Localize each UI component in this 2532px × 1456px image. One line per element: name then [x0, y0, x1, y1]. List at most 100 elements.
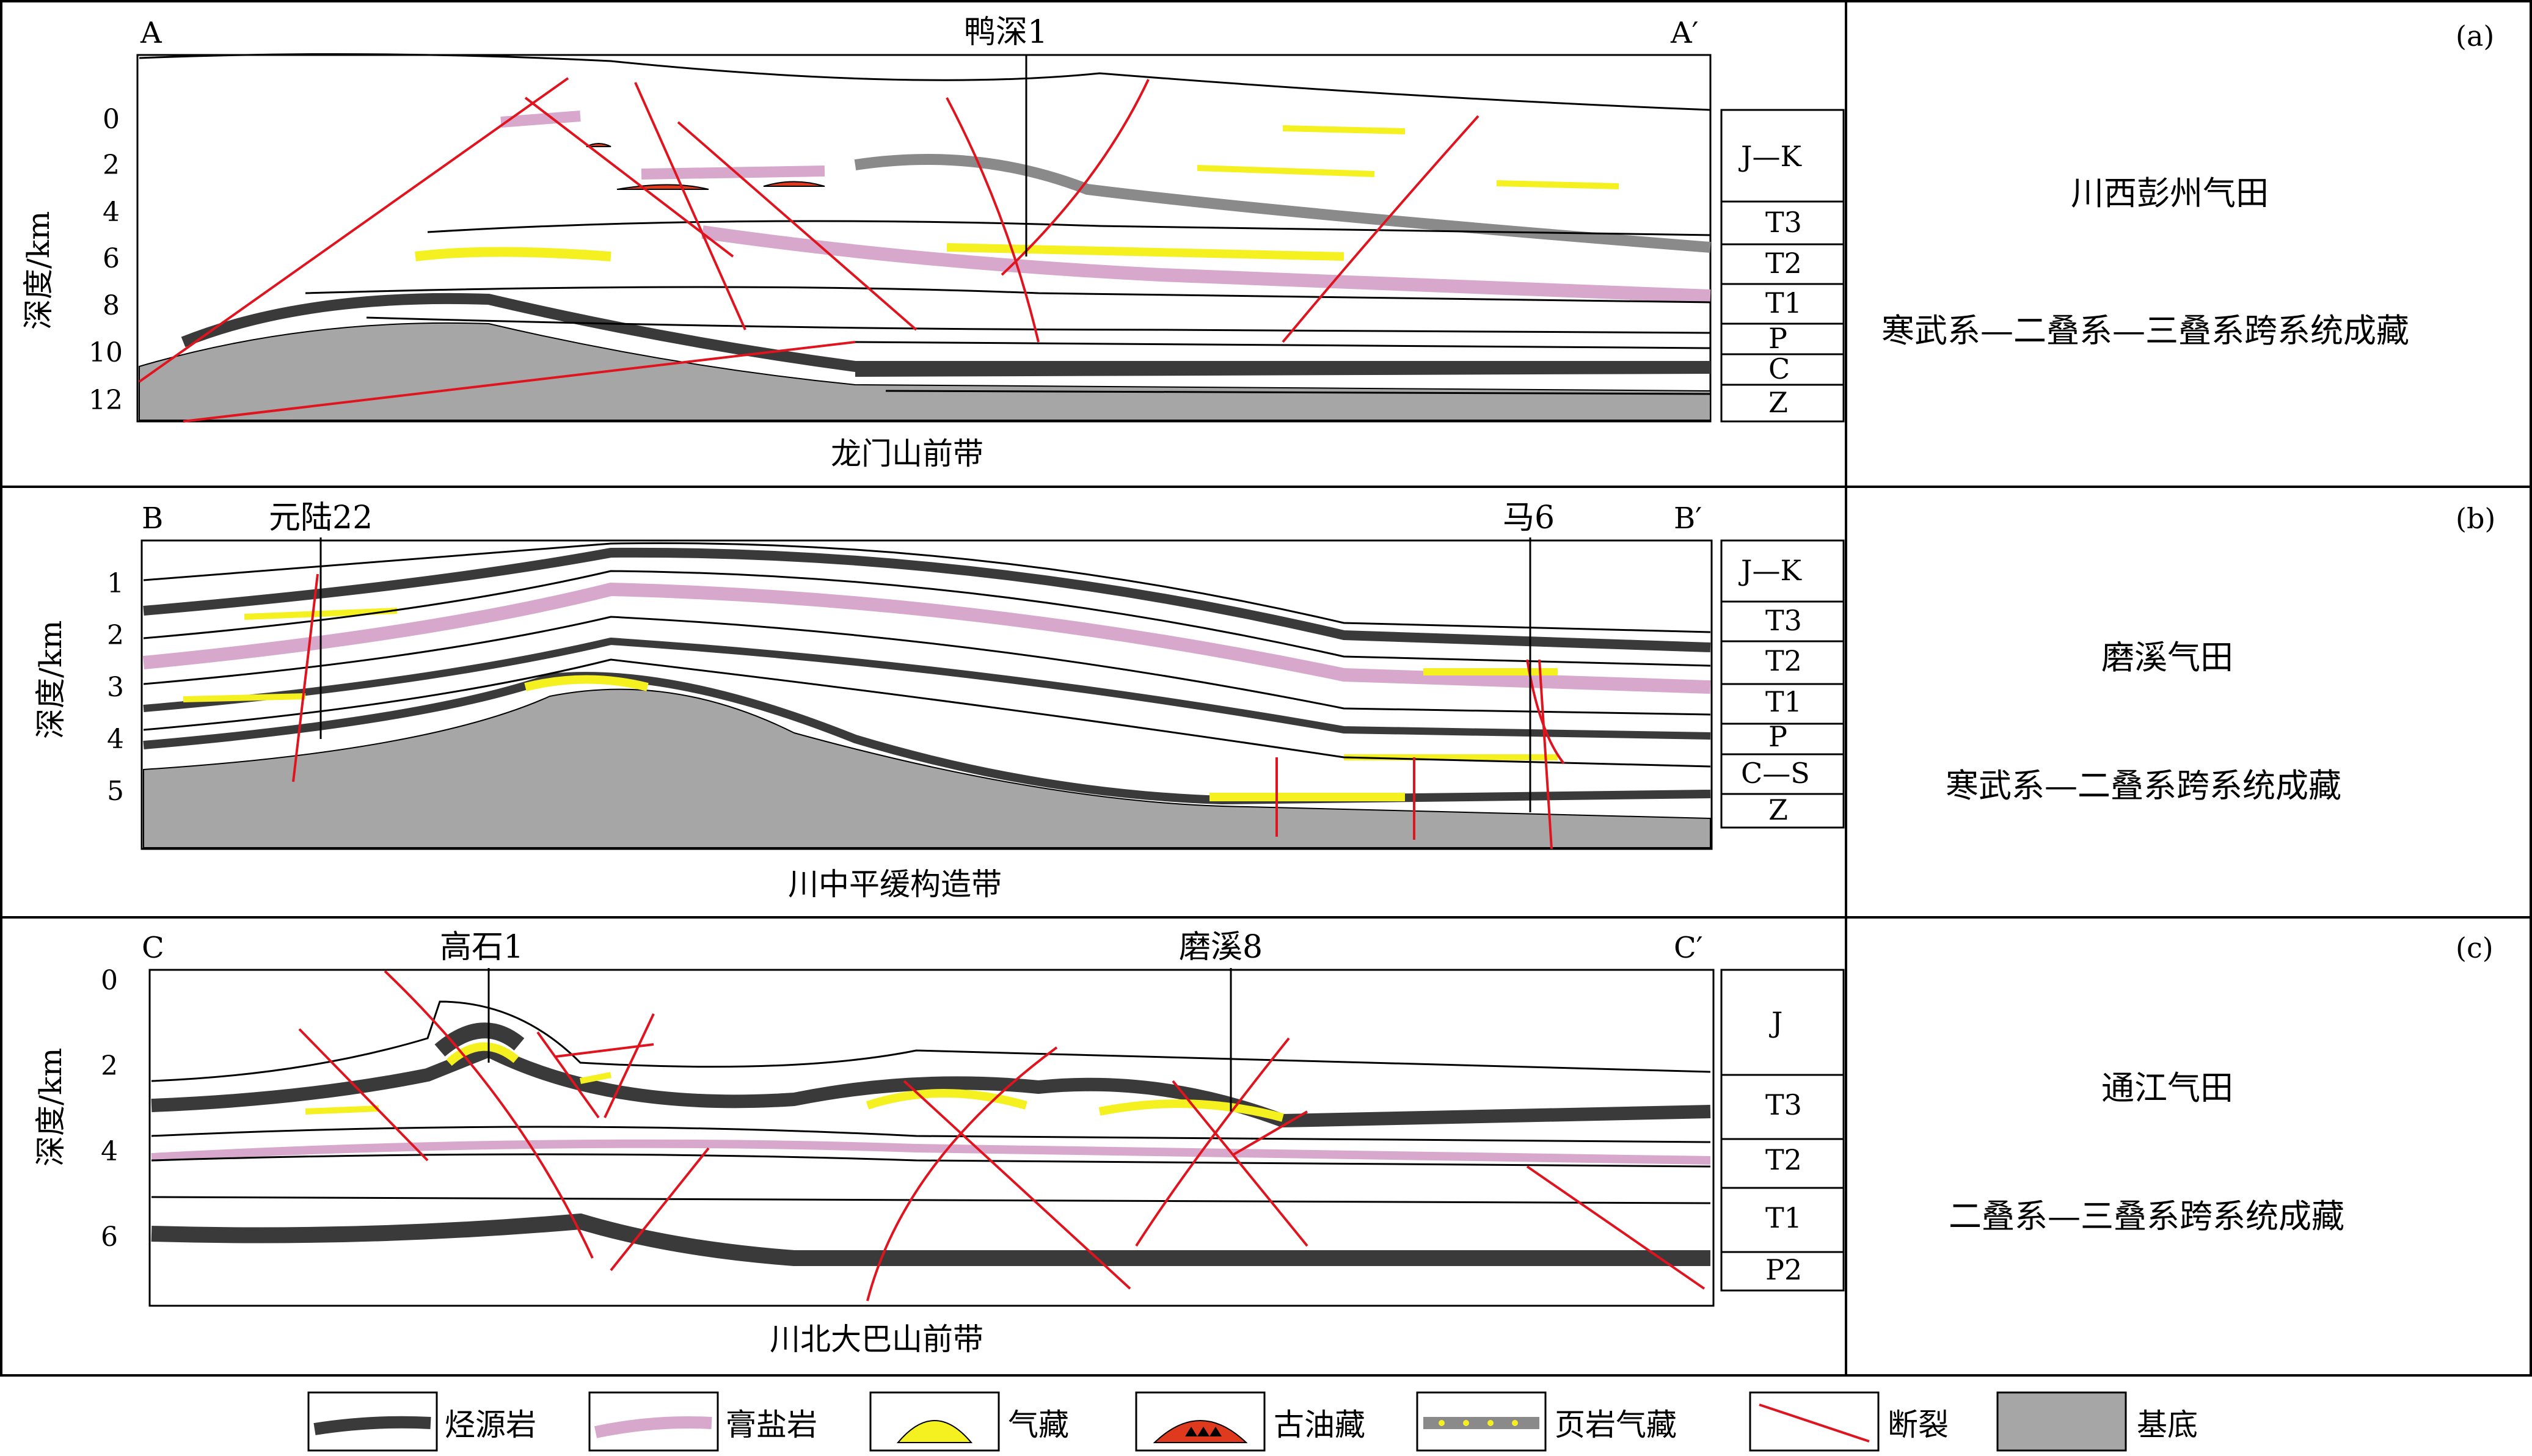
- source-rock-band: [181, 293, 1710, 372]
- stratum-label: T2: [1765, 1143, 1802, 1176]
- zone-label-c: 川北大巴山前带: [770, 1322, 983, 1357]
- section-b-right-end: B′: [1674, 501, 1702, 536]
- panel-a-strata-column: J—K T3 T2 T1 P C Z: [1720, 109, 1845, 423]
- depth-tick: 1: [107, 568, 124, 599]
- depth-tick: 0: [103, 104, 120, 135]
- well-label-ma6: 马6: [1503, 500, 1555, 536]
- section-a-body: [136, 53, 1712, 423]
- gypsum-salt-band: [500, 111, 581, 128]
- field-name-c: 通江气田: [2101, 1069, 2233, 1107]
- legend-label: 基底: [2137, 1407, 2198, 1443]
- gas-reservoir: [946, 243, 1344, 261]
- legend-label: 断裂: [1888, 1407, 1949, 1443]
- gas-reservoir: [866, 1089, 1027, 1110]
- field-name-b: 磨溪气田: [2101, 638, 2233, 677]
- depth-tick: 4: [103, 197, 120, 228]
- system-desc-a: 寒武系—二叠系—三叠系跨系统成藏: [1881, 311, 2409, 350]
- panel-b-depth-axis-label: 深度/km: [33, 620, 68, 739]
- legend: 烃源岩 膏盐岩 气藏 古油藏 页岩气藏: [307, 1391, 2198, 1452]
- legend-label: 膏盐岩: [726, 1407, 817, 1443]
- section-b-left-end: B: [142, 501, 163, 536]
- panel-a-depth-ticks: 0 2 4 6 8 10 12: [89, 104, 123, 416]
- source-rock-band: [143, 547, 1711, 652]
- gas-reservoir: [1496, 180, 1619, 189]
- fault-lines: [298, 970, 1706, 1301]
- source-rock-band: [151, 1043, 1711, 1128]
- panel-b: B B′ 元陆22 马6 (b) 深度/km 1 2 3 4 5: [0, 486, 2532, 919]
- basement-fill: [139, 322, 1711, 421]
- depth-tick: 4: [101, 1136, 118, 1167]
- system-desc-b: 寒武系—二叠系跨系统成藏: [1946, 766, 2341, 805]
- panel-c-depth-ticks: 0 2 4 6: [101, 965, 118, 1253]
- panel-c-border: [0, 916, 2532, 1377]
- paleo-oil-body: [616, 184, 709, 190]
- stratum-label: Z: [1768, 386, 1788, 419]
- panel-b-letter: (b): [2456, 502, 2495, 535]
- depth-tick: 8: [103, 290, 120, 321]
- system-desc-c: 二叠系—三叠系跨系统成藏: [1949, 1197, 2344, 1236]
- zone-label-b: 川中平缓构造带: [788, 867, 1002, 902]
- stratum-lines: [151, 1000, 1711, 1204]
- gas-reservoir: [524, 675, 649, 691]
- section-c-right-end: C′: [1674, 931, 1703, 965]
- panel-a-depth-axis-label: 深度/km: [21, 211, 56, 330]
- legend-item-source-rock: 烃源岩: [307, 1391, 536, 1452]
- gas-reservoir: [580, 1072, 611, 1084]
- stratum-lines: [143, 542, 1711, 768]
- gypsum-salt-swatch: [594, 1416, 712, 1438]
- fault-lines: [138, 77, 1479, 423]
- depth-tick: 6: [103, 243, 120, 274]
- stratum-label: T1: [1765, 685, 1802, 718]
- depth-tick: 4: [107, 724, 124, 755]
- legend-item-fault: 断裂: [1749, 1391, 1949, 1452]
- panel-c: C C′ 高石1 磨溪8 (c) 深度/km 0 2 4 6: [0, 916, 2532, 1377]
- section-a-left-end: A: [140, 16, 162, 50]
- basement-swatch: [1996, 1391, 2127, 1452]
- stratum-label: J—K: [1738, 554, 1802, 587]
- stratum-label: P2: [1765, 1253, 1802, 1286]
- stratum-label: T1: [1765, 286, 1802, 319]
- section-b-body: [140, 537, 1713, 850]
- legend-label: 古油藏: [1274, 1407, 1365, 1443]
- legend-label: 烃源岩: [445, 1407, 536, 1443]
- well-label-yashen1: 鸭深1: [964, 14, 1048, 51]
- panel-b-strata-column: J—K T3 T2 T1 P C—S Z: [1720, 539, 1845, 829]
- legend-item-paleo-oil: 古油藏: [1135, 1391, 1365, 1452]
- field-name-a: 川西彭州气田: [2071, 174, 2269, 213]
- depth-tick: 2: [107, 620, 124, 651]
- legend-item-gypsum-salt: 膏盐岩: [588, 1391, 817, 1452]
- gypsum-salt-band: [142, 582, 1711, 694]
- depth-tick: 10: [89, 337, 123, 368]
- stratum-label: T2: [1765, 247, 1802, 280]
- stratum-label: C—S: [1741, 757, 1810, 790]
- section-a-right-end: A′: [1670, 16, 1699, 50]
- panel-a-letter: (a): [2456, 20, 2494, 53]
- shale-gas-band: [854, 154, 1711, 253]
- gas-reservoir: [305, 1105, 379, 1115]
- depth-tick: 12: [89, 385, 123, 416]
- legend-label: 气藏: [1008, 1407, 1069, 1443]
- depth-tick: 5: [107, 776, 124, 807]
- depth-tick: 2: [101, 1050, 118, 1082]
- panel-c-letter: (c): [2456, 931, 2494, 964]
- source-rock-band: [434, 1022, 525, 1057]
- legend-item-basement: 基底: [1996, 1391, 2198, 1452]
- gypsum-salt-band: [151, 1139, 1711, 1165]
- panel-b-depth-ticks: 1 2 3 4 5: [107, 568, 124, 807]
- section-c-left-end: C: [142, 931, 164, 965]
- legend-label: 页岩气藏: [1555, 1407, 1677, 1443]
- shale-gas-dots: [1439, 1420, 1518, 1426]
- gypsum-salt-band: [641, 166, 825, 180]
- stratum-label: T3: [1765, 206, 1802, 239]
- stratum-label: T3: [1765, 1088, 1802, 1121]
- legend-item-gas: 气藏: [869, 1391, 1069, 1452]
- gypsum-salt-band: [701, 225, 1711, 303]
- well-label-gaoshi1: 高石1: [440, 929, 524, 966]
- panel-c-depth-axis-label: 深度/km: [33, 1047, 68, 1167]
- paleo-oil-body: [763, 181, 825, 187]
- stratum-lines: [139, 53, 1711, 395]
- source-rock-band: [151, 1213, 1710, 1266]
- basement-fill: [143, 688, 1711, 848]
- stratum-label: J: [1769, 1006, 1782, 1039]
